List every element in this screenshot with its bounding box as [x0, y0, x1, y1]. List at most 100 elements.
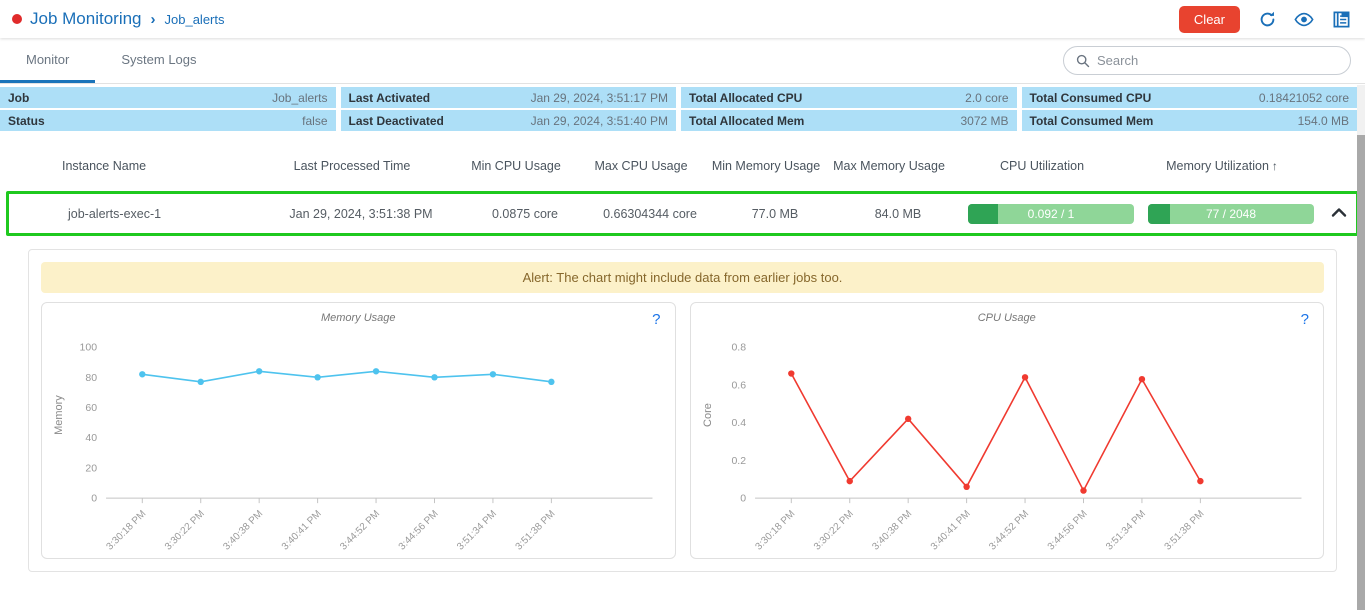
info-value: 154.0 MB — [1298, 114, 1349, 128]
cell-min-cpu: 0.0875 core — [465, 207, 585, 221]
vertical-scrollbar[interactable] — [1357, 85, 1365, 610]
instance-detail-card: Alert: The chart might include data from… — [28, 249, 1337, 572]
svg-text:3:51:34 PM: 3:51:34 PM — [1104, 508, 1148, 552]
eye-icon[interactable] — [1294, 9, 1314, 29]
collapse-row-button[interactable] — [1329, 204, 1349, 223]
svg-text:3:30:22 PM: 3:30:22 PM — [163, 508, 207, 552]
svg-text:3:44:56 PM: 3:44:56 PM — [1045, 508, 1089, 552]
svg-text:3:30:18 PM: 3:30:18 PM — [104, 508, 148, 552]
svg-text:3:40:38 PM: 3:40:38 PM — [870, 508, 914, 552]
info-cell-consumed-cpu: Total Consumed CPU 0.18421052 core — [1022, 87, 1358, 108]
cell-max-mem: 84.0 MB — [835, 207, 961, 221]
svg-text:60: 60 — [85, 402, 97, 414]
svg-text:0.4: 0.4 — [731, 417, 746, 429]
info-value: 2.0 core — [965, 91, 1008, 105]
tab-system-logs[interactable]: System Logs — [95, 38, 222, 83]
svg-text:0.2: 0.2 — [731, 455, 746, 467]
svg-text:Memory: Memory — [53, 395, 65, 435]
memory-usage-chart-card: Memory Usage ? 020406080100Memory3:30:18… — [41, 302, 676, 559]
svg-text:Core: Core — [702, 403, 714, 427]
svg-text:3:44:52 PM: 3:44:52 PM — [338, 508, 382, 552]
memory-utilization-bar: 77 / 2048 — [1141, 204, 1321, 224]
col-cpu-util[interactable]: CPU Utilization — [952, 159, 1132, 173]
search-icon — [1076, 54, 1090, 68]
col-mem-util-label: Memory Utilization — [1166, 159, 1269, 173]
svg-text:3:40:41 PM: 3:40:41 PM — [280, 508, 324, 552]
tab-monitor[interactable]: Monitor — [0, 38, 95, 83]
scrollbar-thumb[interactable] — [1357, 135, 1365, 610]
info-cell-allocated-cpu: Total Allocated CPU 2.0 core — [681, 87, 1017, 108]
svg-text:0: 0 — [740, 493, 746, 505]
info-value: false — [302, 114, 327, 128]
info-cell-job: Job Job_alerts — [0, 87, 336, 108]
info-label: Total Allocated Mem — [689, 114, 804, 128]
svg-text:3:51:38 PM: 3:51:38 PM — [514, 508, 558, 552]
tab-bar: Monitor System Logs — [0, 38, 1365, 84]
memory-utilization-label: 77 / 2048 — [1148, 204, 1314, 224]
cell-last-processed: Jan 29, 2024, 3:51:38 PM — [257, 207, 465, 221]
chart-title-cpu: CPU Usage — [697, 312, 1318, 324]
chevron-up-icon — [1331, 206, 1347, 218]
search-input[interactable] — [1097, 53, 1338, 68]
col-max-cpu[interactable]: Max CPU Usage — [576, 159, 706, 173]
cpu-usage-chart: 0 0.2 0.4 0.6 0.8 Core 3:30:18 PM 3:30:22 PM 3:4… — [697, 324, 1318, 556]
info-cell-consumed-mem: Total Consumed Mem 154.0 MB — [1022, 110, 1358, 131]
breadcrumb-current: Job_alerts — [165, 12, 225, 27]
info-label: Total Consumed Mem — [1030, 114, 1154, 128]
cpu-usage-chart-card: CPU Usage ? 0 0.2 0.4 0.6 0.8 Core 3:30:18 PM 3… — [690, 302, 1325, 559]
cell-max-cpu: 0.66304344 core — [585, 207, 715, 221]
info-label: Status — [8, 114, 45, 128]
col-max-mem[interactable]: Max Memory Usage — [826, 159, 952, 173]
info-value: 3072 MB — [960, 114, 1008, 128]
info-value: Jan 29, 2024, 3:51:40 PM — [531, 114, 668, 128]
instance-table-header: Instance Name Last Processed Time Min CP… — [0, 145, 1365, 189]
cell-instance-name: job-alerts-exec-1 — [9, 207, 257, 221]
info-label: Total Consumed CPU — [1030, 91, 1152, 105]
svg-text:0.8: 0.8 — [731, 342, 746, 354]
clear-button[interactable]: Clear — [1179, 6, 1240, 33]
help-icon[interactable]: ? — [652, 311, 660, 328]
status-dot-icon — [12, 14, 22, 24]
cpu-utilization-bar: 0.092 / 1 — [961, 204, 1141, 224]
info-cell-status: Status false — [0, 110, 336, 131]
breadcrumb-separator-icon: › — [151, 11, 156, 28]
sort-ascending-icon: ↑ — [1272, 159, 1278, 173]
svg-text:3:30:22 PM: 3:30:22 PM — [811, 508, 855, 552]
search-box[interactable] — [1063, 46, 1351, 75]
memory-usage-chart: 020406080100Memory3:30:18 PM3:30:22 PM3:… — [48, 324, 669, 556]
col-min-cpu[interactable]: Min CPU Usage — [456, 159, 576, 173]
breadcrumb: Job Monitoring › Job_alerts — [12, 9, 225, 29]
svg-text:3:51:38 PM: 3:51:38 PM — [1162, 508, 1206, 552]
svg-text:20: 20 — [85, 462, 97, 474]
svg-text:3:44:52 PM: 3:44:52 PM — [987, 508, 1031, 552]
cell-min-mem: 77.0 MB — [715, 207, 835, 221]
table-row[interactable]: job-alerts-exec-1 Jan 29, 2024, 3:51:38 … — [6, 191, 1359, 236]
col-last-processed[interactable]: Last Processed Time — [248, 159, 456, 173]
col-instance-name[interactable]: Instance Name — [0, 159, 248, 173]
svg-text:100: 100 — [80, 342, 98, 354]
svg-text:80: 80 — [85, 372, 97, 384]
info-label: Total Allocated CPU — [689, 91, 802, 105]
info-value: Jan 29, 2024, 3:51:17 PM — [531, 91, 668, 105]
logs-icon[interactable] — [1331, 9, 1351, 29]
help-icon[interactable]: ? — [1301, 311, 1309, 328]
svg-text:3:44:56 PM: 3:44:56 PM — [397, 508, 441, 552]
svg-text:3:51:34 PM: 3:51:34 PM — [455, 508, 499, 552]
info-cell-last-deactivated: Last Deactivated Jan 29, 2024, 3:51:40 P… — [341, 110, 677, 131]
info-label: Last Activated — [349, 91, 431, 105]
info-label: Last Deactivated — [349, 114, 444, 128]
app-header: Job Monitoring › Job_alerts Clear — [0, 0, 1365, 38]
breadcrumb-title[interactable]: Job Monitoring — [30, 9, 142, 29]
svg-text:0.6: 0.6 — [731, 379, 746, 391]
job-summary-grid: Job Job_alerts Last Activated Jan 29, 20… — [0, 87, 1357, 131]
info-value: Job_alerts — [272, 91, 327, 105]
col-mem-util[interactable]: Memory Utilization↑ — [1132, 159, 1312, 173]
refresh-icon[interactable] — [1257, 9, 1277, 29]
cpu-utilization-label: 0.092 / 1 — [968, 204, 1134, 224]
chart-title-memory: Memory Usage — [48, 312, 669, 324]
alert-banner: Alert: The chart might include data from… — [41, 262, 1324, 293]
col-min-mem[interactable]: Min Memory Usage — [706, 159, 826, 173]
svg-text:3:30:18 PM: 3:30:18 PM — [753, 508, 797, 552]
svg-text:3:40:41 PM: 3:40:41 PM — [928, 508, 972, 552]
info-label: Job — [8, 91, 29, 105]
